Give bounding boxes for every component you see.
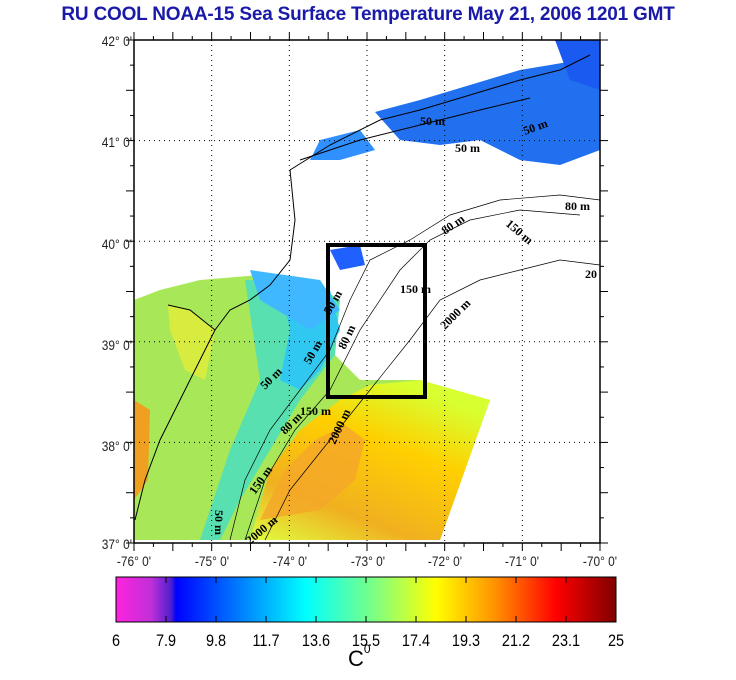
unit-letter: C	[348, 646, 364, 671]
contour-label: 80 m	[439, 212, 468, 238]
contour-label: 50 m	[455, 141, 480, 155]
colorbar-tick-label: 19.3	[451, 631, 481, 650]
lon-label: -73° 0'	[350, 553, 386, 569]
colorbar	[115, 576, 617, 623]
lat-label: 38° 0'	[101, 438, 132, 454]
lon-label: -72° 0'	[427, 553, 463, 569]
colorbar-unit: C0	[348, 642, 371, 672]
sst-li-sound	[375, 58, 600, 165]
sst-nj-blue	[250, 270, 340, 330]
lon-label: -76° 0'	[116, 553, 152, 569]
contour-label: 50 m	[212, 510, 226, 535]
colorbar-tick-label: 21.2	[501, 631, 531, 650]
colorbar-tick-label: 9.8	[205, 631, 227, 650]
contour-label: 50 m	[420, 114, 445, 128]
map-title: RU COOL NOAA-15 Sea Surface Temperature …	[61, 4, 675, 25]
lon-label: -71° 0'	[504, 553, 540, 569]
sst-delaware	[168, 305, 215, 380]
contour-label: 20	[585, 267, 597, 281]
colorbar-tick-label: 15.5	[351, 631, 381, 650]
sst-west-edge	[134, 400, 150, 500]
lat-label: 37° 0'	[101, 536, 132, 552]
lat-label: 40° 0'	[101, 236, 132, 252]
lon-label: -74° 0'	[272, 553, 308, 569]
sst-nj-patch	[330, 245, 365, 270]
colorbar-tick-label: 25	[607, 631, 625, 650]
sst-li-patch	[310, 130, 375, 160]
colorbar-tick-label: 11.7	[252, 631, 280, 650]
colorbar-tick-label: 6	[111, 631, 121, 650]
lat-label: 42° 0'	[101, 33, 132, 49]
colorbar-tick-label: 13.6	[301, 631, 331, 650]
contour-label: 2000 m	[437, 296, 473, 332]
contour-label: 150 m	[300, 404, 331, 418]
contour-label: 80 m	[565, 199, 590, 213]
contour-label: 150 m	[400, 282, 431, 296]
colorbar-tick-label: 17.4	[401, 631, 431, 650]
sst-warm-center	[260, 425, 365, 520]
lon-label: -75° 0'	[194, 553, 230, 569]
coastline	[134, 54, 591, 521]
lat-label: 39° 0'	[101, 337, 132, 353]
sst-ne-blue	[555, 40, 600, 90]
axis-ticks	[126, 32, 608, 551]
lat-label: 41° 0'	[101, 134, 132, 150]
study-area-box	[326, 243, 427, 399]
lon-label: -70° 0'	[582, 553, 618, 569]
colorbar-tick-label: 23.1	[551, 631, 581, 650]
colorbar-tick-label: 7.9	[155, 631, 177, 650]
unit-superscript: 0	[363, 642, 371, 656]
colorbar-ticks	[115, 577, 617, 622]
sst-data-layer	[134, 40, 600, 540]
contour-label: 150 m	[503, 217, 536, 248]
